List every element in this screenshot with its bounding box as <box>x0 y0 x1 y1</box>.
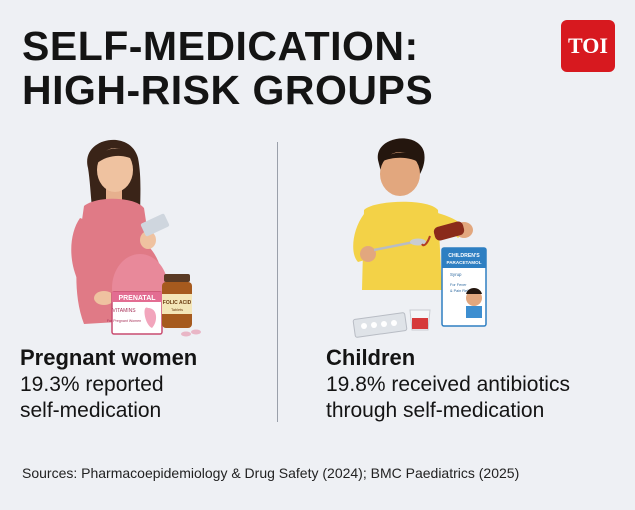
group-stat-line-1: 19.8% received antibiotics <box>326 373 570 396</box>
group-pregnant-women: Pregnant women 19.3% reported self-medic… <box>20 344 197 424</box>
folic-acid-sub: Tablets <box>171 308 183 312</box>
syrup-box-line-3: Syrup <box>450 272 462 277</box>
group-name: Pregnant women <box>20 345 198 370</box>
group-stat: 19.3% reported self-medication <box>20 372 197 424</box>
column-divider <box>277 142 278 422</box>
title-line-1: SELF-MEDICATION: <box>22 23 419 69</box>
title-line-2: HIGH-RISK GROUPS <box>22 67 434 113</box>
syrup-box-line-5: & Pain Relief <box>450 289 473 293</box>
prenatal-box-note: For Pregnant Women <box>107 319 141 323</box>
group-name: Children <box>326 345 416 370</box>
group-stat: 19.8% received antibiotics through self-… <box>326 372 570 424</box>
group-children: Children 19.8% received antibiotics thro… <box>326 344 570 424</box>
group-stat-line-2: self-medication <box>20 399 162 422</box>
syrup-box-line-4: For Fever <box>450 283 467 287</box>
syrup-box-line-1: CHILDREN'S <box>448 253 480 259</box>
pregnant-woman-illustration: PRENATAL VITAMINS For Pregnant Women FOL… <box>71 139 201 337</box>
folic-acid-label: FOLIC ACID <box>163 300 192 306</box>
group-stat-line-1: 19.3% reported <box>20 373 164 396</box>
toi-logo: TOI <box>561 20 615 72</box>
group-stat-line-2: through self-medication <box>326 399 545 422</box>
sources-footnote: Sources: Pharmacoepidemiology & Drug Saf… <box>22 465 520 481</box>
prenatal-box-sub: VITAMINS <box>112 308 136 314</box>
logo-text: TOI <box>568 33 608 58</box>
syrup-box-line-2: PARACETAMOL <box>446 260 481 265</box>
page-title: SELF-MEDICATION: HIGH-RISK GROUPS <box>22 24 433 112</box>
child-with-syrup-illustration: CHILDREN'S PARACETAMOL Syrup For Fever &… <box>352 138 487 338</box>
prenatal-box-title: PRENATAL <box>118 295 156 302</box>
